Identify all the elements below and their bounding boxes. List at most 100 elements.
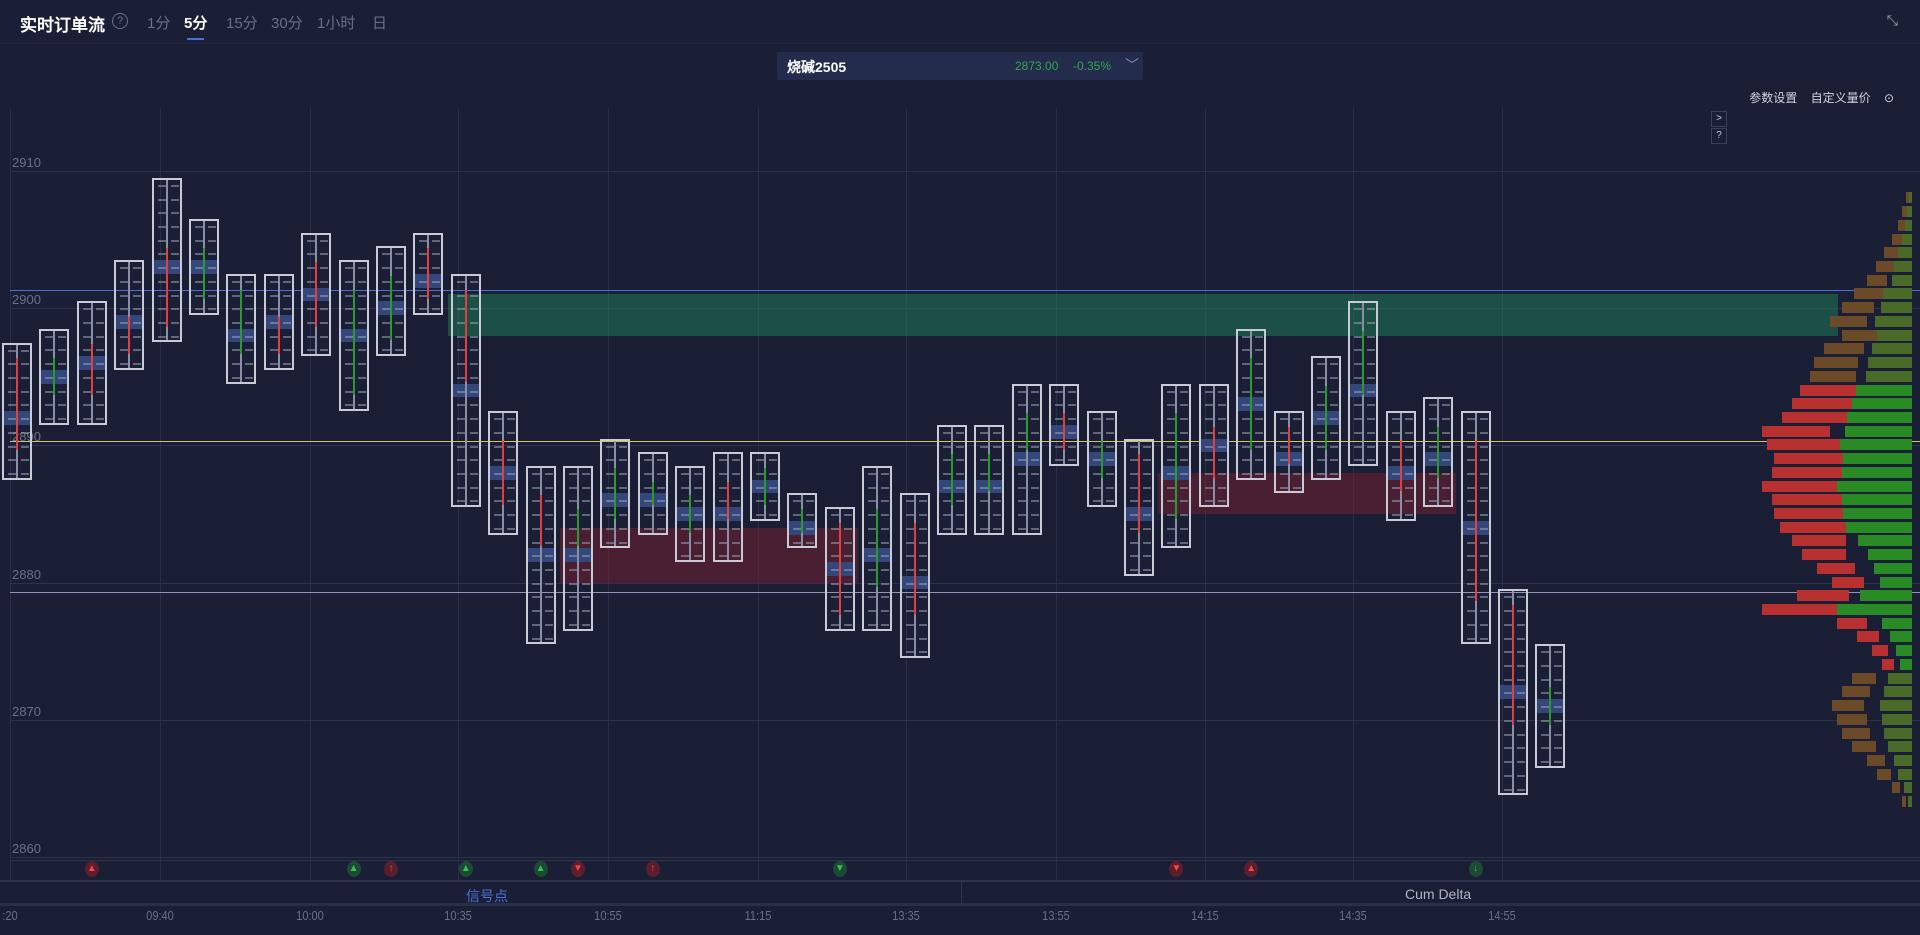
footprint-candle[interactable] (1311, 356, 1341, 480)
signal-arrow-down-icon[interactable]: ↓ (1468, 861, 1483, 877)
signal-up-icon[interactable]: ▲ (84, 861, 99, 877)
volume-cell (769, 500, 777, 503)
signal-down-icon[interactable]: ▼ (571, 861, 585, 877)
volume-cell (943, 527, 951, 530)
profile-sell-bar (1772, 466, 1842, 478)
footprint-candle[interactable] (750, 452, 780, 521)
signal-arrow-up-icon[interactable]: ↑ (384, 861, 398, 877)
footprint-candle[interactable] (376, 246, 406, 357)
volume-cell (718, 555, 727, 558)
volume-cell (582, 596, 590, 599)
tab-cum-delta[interactable]: Cum Delta (1405, 886, 1472, 902)
collapse-icon[interactable]: ⤡ (1886, 12, 1898, 28)
signal-down-icon[interactable]: ▼ (1169, 861, 1184, 877)
footprint-candle[interactable] (937, 424, 967, 535)
footprint-candle[interactable] (787, 493, 818, 549)
volume-cell (1429, 445, 1438, 448)
footprint-candle[interactable] (301, 232, 332, 357)
help-button[interactable]: ? (1711, 128, 1727, 144)
footprint-candle[interactable] (488, 411, 519, 535)
footprint-candle[interactable] (1498, 589, 1528, 796)
footprint-candle[interactable] (1385, 411, 1416, 521)
tab-1min[interactable]: 1分 (147, 15, 171, 32)
footprint-candle[interactable] (862, 465, 893, 631)
profile-buy-bar (1904, 782, 1912, 794)
volume-cell (881, 472, 890, 475)
footprint-candle[interactable] (1460, 411, 1491, 645)
volume-cell (1030, 418, 1039, 421)
volume-cell (1442, 404, 1451, 407)
volume-cell (1517, 706, 1525, 709)
question-circle-icon[interactable]: ? (112, 13, 128, 29)
volume-cell (569, 527, 577, 530)
tab-day[interactable]: 日 (372, 15, 388, 32)
footprint-candle[interactable] (151, 177, 182, 343)
footprint-candle[interactable] (226, 273, 257, 384)
footprint-candle[interactable] (114, 260, 145, 370)
volume-cell (980, 431, 989, 434)
footprint-candle[interactable] (413, 232, 444, 316)
volume-cell (282, 349, 291, 352)
footprint-candle[interactable] (974, 424, 1005, 535)
footprint-candle[interactable] (2, 342, 32, 480)
volume-cell (582, 472, 590, 475)
tab-1hour[interactable]: 1小时 (317, 15, 356, 32)
footprint-candle[interactable] (563, 465, 593, 631)
footprint-candle[interactable] (450, 273, 481, 508)
footprint-candle[interactable] (899, 493, 930, 659)
signal-up-icon[interactable]: ▲ (1244, 861, 1259, 877)
volume-cell (170, 226, 179, 229)
instrument-selector[interactable]: 烧碱2505 2873.00 -0.35% ﹀ (777, 52, 1143, 80)
signal-arrow-up-icon[interactable]: ↑ (645, 861, 660, 877)
footprint-candle[interactable] (1049, 383, 1080, 466)
footprint-candle[interactable] (338, 260, 369, 412)
footprint-candle[interactable] (1124, 438, 1154, 576)
footprint-candle[interactable] (824, 507, 855, 631)
footprint-candle[interactable] (76, 301, 107, 425)
footprint-candle[interactable] (675, 465, 706, 562)
expand-button[interactable]: > (1711, 111, 1727, 127)
footprint-chart[interactable]: 2910 2900 2890 2880 2870 2860 ▲ ▲ ↑ ▲ ▲ ▼ ↑ ▼ ▼ ▲ ↓ (0, 108, 1920, 880)
profile-sell-bar (1830, 315, 1867, 327)
volume-cell (956, 486, 964, 489)
footprint-candle[interactable] (712, 452, 743, 562)
signal-down-icon[interactable]: ▼ (832, 861, 847, 877)
footprint-candle[interactable] (263, 273, 294, 370)
footprint-candle[interactable] (525, 465, 556, 645)
custom-price-link[interactable]: 自定义量价 (1810, 91, 1871, 105)
footprint-candle[interactable] (1348, 301, 1379, 466)
settings-link[interactable]: 参数设置 (1749, 91, 1798, 105)
volume-cell (1180, 459, 1189, 462)
tab-signals[interactable]: 信号点 (466, 888, 508, 904)
footprint-candle[interactable] (1535, 644, 1566, 768)
volume-cell (120, 267, 129, 270)
volume-cell (269, 349, 278, 352)
footprint-candle[interactable] (1011, 383, 1042, 535)
footprint-candle[interactable] (1198, 383, 1229, 508)
signal-up-icon[interactable]: ▲ (346, 861, 361, 877)
footprint-candle[interactable] (1236, 328, 1267, 480)
tab-30min[interactable]: 30分 (271, 15, 303, 32)
signal-up-icon[interactable]: ▲ (458, 861, 473, 877)
tab-5min[interactable]: 5分 (184, 12, 207, 40)
footprint-candle[interactable] (1086, 411, 1117, 508)
footprint-candle[interactable] (637, 452, 668, 535)
footprint-candle[interactable] (1273, 411, 1304, 494)
profile-sell-bar (1832, 576, 1864, 588)
profile-buy-bar (1843, 508, 1912, 519)
target-icon[interactable]: ⊙ (1883, 91, 1894, 105)
footprint-candle[interactable] (1423, 397, 1454, 508)
instrument-name: 烧碱2505 (787, 59, 847, 75)
signal-up-icon[interactable]: ▲ (533, 861, 548, 877)
volume-cell (120, 294, 129, 297)
volume-cell (843, 610, 852, 613)
tab-15min[interactable]: 15分 (226, 15, 258, 32)
footprint-candle[interactable] (189, 219, 219, 316)
volume-cell (21, 472, 29, 475)
volume-cell (120, 335, 129, 338)
footprint-candle[interactable] (39, 328, 70, 425)
volume-cell (45, 390, 54, 393)
volume-cell (469, 322, 478, 325)
footprint-candle[interactable] (600, 438, 631, 549)
footprint-candle[interactable] (1161, 383, 1192, 549)
